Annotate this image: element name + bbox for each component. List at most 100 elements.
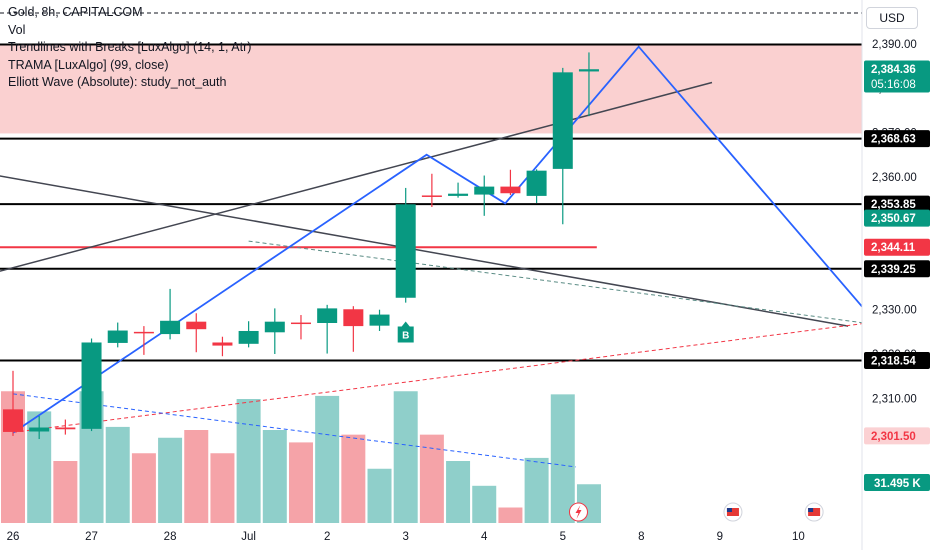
candle[interactable] <box>133 326 154 355</box>
candle[interactable] <box>552 67 573 225</box>
volume-bar <box>53 461 78 523</box>
volume-bar <box>341 434 366 523</box>
trend-line <box>0 81 713 272</box>
time-tick-label: 28 <box>164 531 177 543</box>
candle[interactable] <box>238 321 259 348</box>
candle-body <box>238 330 259 344</box>
level-price-tag-text: 2,368.63 <box>871 134 916 146</box>
legend-indicator-trendlines[interactable]: Trendlines with Breaks [LuxAlgo] (14, 1,… <box>8 40 252 54</box>
resistance-zone <box>0 44 862 134</box>
time-tick-label: 8 <box>638 531 644 543</box>
candle[interactable] <box>526 169 547 203</box>
level-price-tag[interactable]: 2,318.54 <box>864 351 930 369</box>
teal-price-tag-bg <box>864 209 930 227</box>
candle[interactable] <box>343 306 364 352</box>
volume-bar <box>236 399 261 523</box>
candle-body <box>186 321 207 330</box>
candle-body <box>395 204 416 298</box>
candle[interactable] <box>317 304 338 354</box>
red-level-price-tag-text: 2,344.11 <box>871 242 916 254</box>
candle-body <box>343 309 364 327</box>
time-tick-label: 4 <box>481 531 488 543</box>
volume-bar <box>184 430 209 523</box>
candle-body <box>578 69 599 72</box>
candle-body <box>421 195 442 197</box>
legend-symbol[interactable]: Gold, 8h, CAPITALCOM <box>8 5 143 19</box>
time-tick-label: 2 <box>324 531 330 543</box>
last-price-tag[interactable]: 2,384.36 05:16:08 <box>864 60 930 93</box>
volume-axis-tag-text: 31.495 K <box>874 478 921 490</box>
candle-body <box>448 193 469 196</box>
flag-canton <box>808 508 814 512</box>
legend-volume[interactable]: Vol <box>8 22 26 37</box>
volume-axis-tag-bg <box>864 474 930 491</box>
us-event-flag-icon[interactable] <box>723 502 743 522</box>
candle[interactable] <box>290 315 311 340</box>
candle[interactable] <box>369 309 390 331</box>
level-price-tag-text: 2,353.85 <box>871 199 916 211</box>
legend-indicator-trama[interactable]: TRAMA [LuxAlgo] (99, close) <box>8 57 169 72</box>
candle[interactable] <box>160 288 181 340</box>
currency-button[interactable]: USD <box>866 7 918 29</box>
red-level-price-tag[interactable]: 2,344.11 <box>864 238 930 256</box>
level-price-tag[interactable]: 2,353.85 <box>864 195 930 213</box>
volume-axis-tag[interactable]: 31.495 K <box>864 474 930 491</box>
candle-body <box>500 186 521 194</box>
candle-body <box>290 322 311 325</box>
level-price-tag[interactable]: 2,368.63 <box>864 130 930 148</box>
candle-body <box>474 186 495 195</box>
time-tick-label: 5 <box>560 531 566 543</box>
level-price-tag-bg <box>864 130 930 148</box>
candle[interactable] <box>55 419 76 435</box>
volume-bar <box>210 453 235 523</box>
candle[interactable] <box>500 169 521 196</box>
red-level-price-tag-bg <box>864 238 930 256</box>
candle[interactable] <box>3 370 23 436</box>
volume-bar <box>315 395 340 523</box>
trend-line <box>12 393 576 468</box>
flag-stripes <box>808 508 821 516</box>
volume-price-tag-text: 2,301.50 <box>871 431 916 443</box>
candle[interactable] <box>448 182 469 198</box>
lightning-icon[interactable] <box>568 502 588 522</box>
candle[interactable] <box>29 416 50 440</box>
price-tick-label: 2,330.00 <box>872 305 917 317</box>
volume-bar <box>472 485 497 523</box>
legend-indicator-elliott[interactable]: Elliott Wave (Absolute): study_not_auth <box>8 75 227 89</box>
candle-body <box>264 321 285 333</box>
volume-bar <box>367 468 392 523</box>
candle[interactable] <box>264 308 285 354</box>
volume-bar <box>446 461 471 523</box>
candle[interactable] <box>107 322 128 348</box>
price-tick-label: 2,390.00 <box>872 39 917 51</box>
candle-body <box>369 314 390 326</box>
candle[interactable] <box>186 313 207 353</box>
candle[interactable] <box>395 187 416 303</box>
candle[interactable] <box>212 336 233 357</box>
candle-body <box>55 427 76 430</box>
volume-price-tag[interactable]: 2,301.50 <box>864 427 930 445</box>
candle[interactable] <box>474 175 495 216</box>
volume-bar <box>498 507 523 523</box>
countdown-text: 05:16:08 <box>871 79 916 91</box>
candle[interactable] <box>81 338 102 432</box>
volume-bar <box>288 442 313 523</box>
candle[interactable] <box>578 52 599 117</box>
time-tick-label: 3 <box>402 531 408 543</box>
breakout-marker[interactable]: B <box>397 321 414 343</box>
trend-line <box>12 321 875 433</box>
level-price-tag[interactable]: 2,339.25 <box>864 260 930 278</box>
time-tick-label: Jul <box>241 531 256 543</box>
candle[interactable] <box>421 173 442 207</box>
breakout-label: B <box>402 331 409 342</box>
lightning-bolt <box>575 505 582 519</box>
candle-body <box>160 320 181 335</box>
breakout-badge <box>397 321 414 343</box>
teal-price-tag[interactable]: 2,350.67 <box>864 209 930 227</box>
us-event-flag-icon[interactable] <box>804 502 824 522</box>
time-tick-label: 27 <box>85 531 98 543</box>
candle-body <box>29 427 50 432</box>
candle-body <box>107 330 128 343</box>
trend-line <box>0 175 849 327</box>
